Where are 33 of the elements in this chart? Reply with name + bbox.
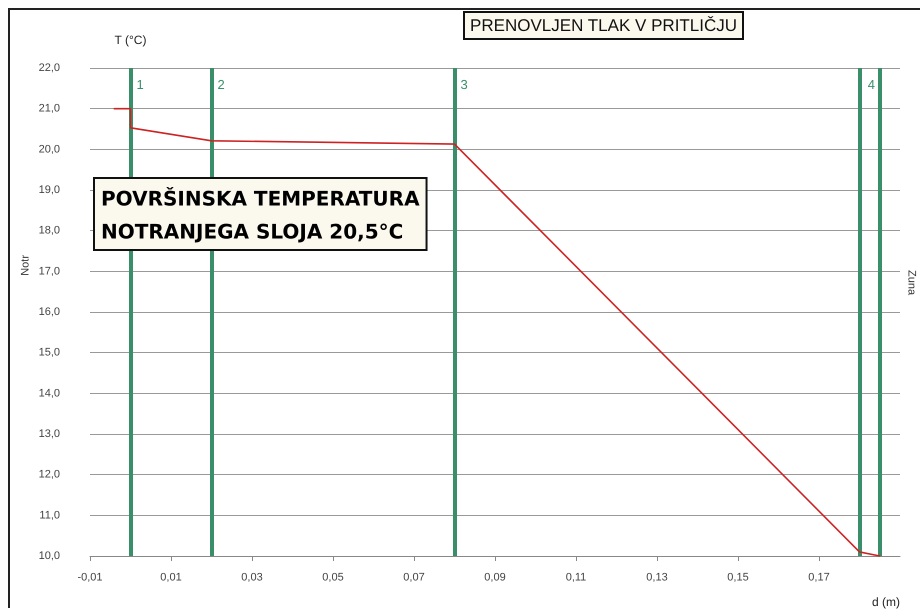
- x-tick-label: 0,05: [322, 572, 344, 584]
- y-tick-label: 14,0: [38, 387, 60, 400]
- y-tick-label: 10,0: [38, 550, 60, 562]
- annotation: 1: [136, 76, 144, 92]
- chart-title: PRENOVLJEN TLAK V PRITLIČJU: [470, 16, 738, 35]
- y-tick-label: 21,0: [38, 102, 60, 115]
- y-tick-label: 11,0: [39, 509, 60, 522]
- x-tick-label: 0,07: [403, 572, 425, 584]
- y-tick-label: 18,0: [38, 224, 60, 237]
- x-tick-label: 0,13: [646, 572, 668, 584]
- annotation: 4: [868, 76, 875, 92]
- text: Notr: [20, 254, 32, 276]
- y-tick-label: 17,0: [38, 265, 60, 278]
- y-axis-title: T (°C): [114, 33, 146, 47]
- x-tick-label: 0,17: [808, 572, 830, 584]
- x-tick-label: 0,09: [484, 572, 506, 584]
- x-tick-label: -0,01: [77, 572, 103, 584]
- x-tick-label: 0,03: [241, 572, 263, 584]
- y-tick-label: 19,0: [38, 184, 60, 196]
- annotation: 3: [460, 76, 468, 92]
- y-tick-label: 16,0: [38, 306, 60, 318]
- y-tick-label: 12,0: [38, 468, 60, 481]
- text: Zuna: [906, 270, 918, 296]
- annotation: POVRŠINSKA TEMPERATURA NOTRANJEGA SLOJA 20,5°C: [101, 186, 420, 244]
- x-axis-title: d (m): [872, 595, 900, 609]
- x-tick-label: 0,01: [160, 572, 182, 584]
- y-tick-label: 22,0: [38, 62, 60, 74]
- x-tick-label: 0,11: [566, 572, 586, 584]
- y-tick-label: 13,0: [38, 428, 60, 440]
- annotation: 2: [218, 76, 225, 92]
- y-tick-label: 15,0: [38, 346, 60, 359]
- x-tick-label: 0,15: [727, 572, 749, 584]
- y-tick-label: 20,0: [38, 143, 60, 156]
